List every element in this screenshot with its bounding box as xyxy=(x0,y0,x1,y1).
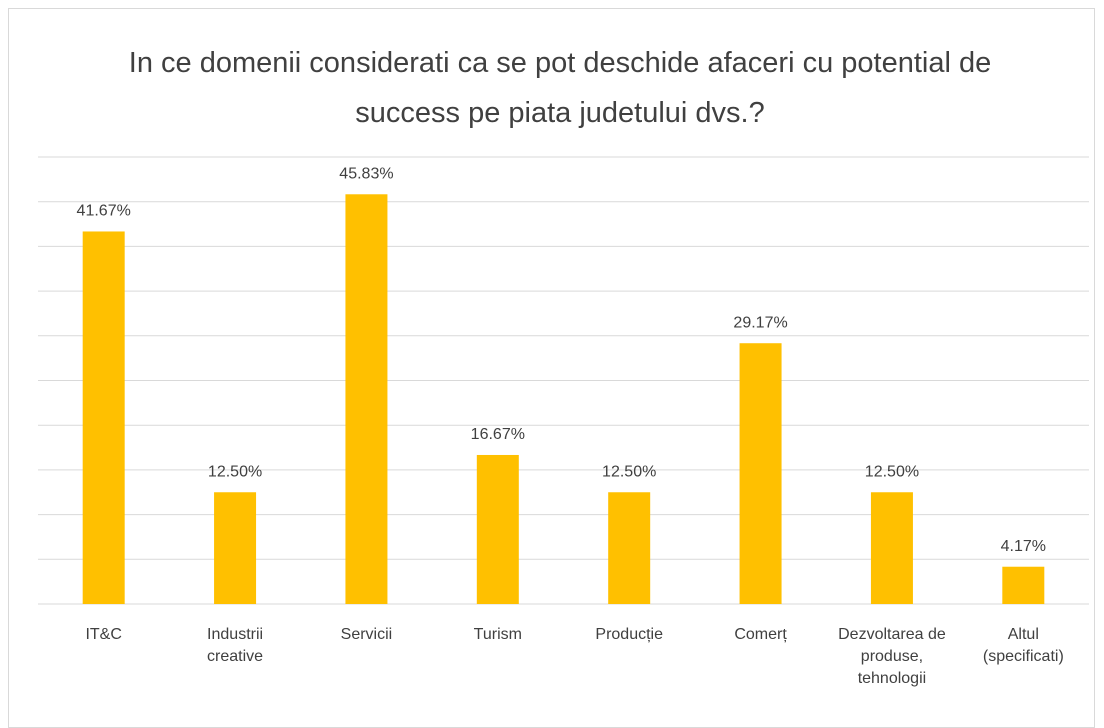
value-label: 29.17% xyxy=(733,314,787,331)
value-label: 45.83% xyxy=(339,165,393,182)
chart-title: In ce domenii considerati ca se pot desc… xyxy=(128,47,992,129)
x-tick-label: Servicii xyxy=(340,626,393,643)
bar xyxy=(82,231,125,604)
value-label: 12.50% xyxy=(865,463,919,480)
bar xyxy=(739,343,782,604)
x-tick-label: Industrii creative xyxy=(207,626,264,665)
value-label: 12.50% xyxy=(602,463,656,480)
bar xyxy=(345,194,388,605)
bar xyxy=(476,454,519,604)
x-tick-label: Altul (specificati) xyxy=(982,626,1064,665)
x-tick-label: Dezvoltarea de produse, tehnologii xyxy=(838,626,946,687)
bar xyxy=(214,492,257,604)
value-label: 4.17% xyxy=(1001,538,1046,555)
bar xyxy=(608,492,651,604)
value-label: 41.67% xyxy=(77,203,131,220)
value-label: 16.67% xyxy=(471,426,525,443)
bar xyxy=(1002,566,1045,604)
x-tick-label: Turism xyxy=(473,626,522,643)
bar xyxy=(870,492,913,604)
x-tick-label: IT&C xyxy=(85,626,122,643)
value-label: 12.50% xyxy=(208,463,262,480)
x-tick-label: Comerț xyxy=(734,626,787,643)
x-tick-label: Producție xyxy=(595,626,663,643)
